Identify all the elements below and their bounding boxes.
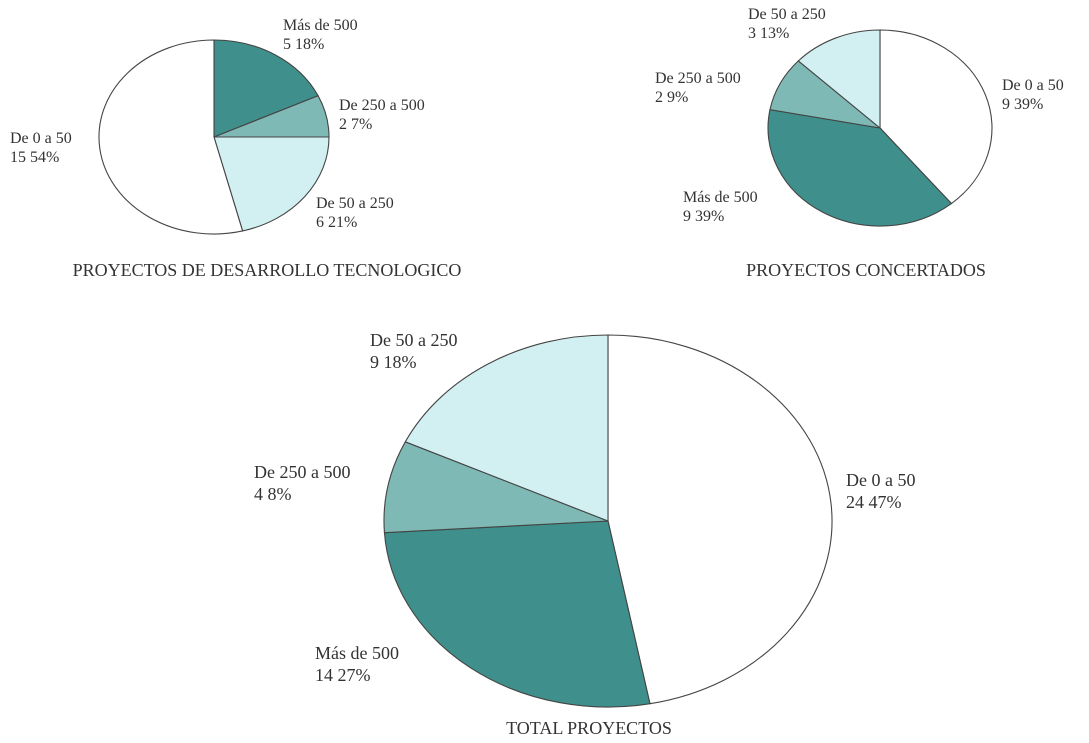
slice-value-label-de-0-a-50: 15 54% xyxy=(10,149,59,166)
slice-value-label-de-0-a-50: 24 47% xyxy=(846,492,902,512)
slice-label-de-50-a-250: De 50 a 250 xyxy=(370,330,457,350)
pie-slice-de-50-a-250 xyxy=(404,334,609,522)
slice-value-label-de-250-a-500: 4 8% xyxy=(254,484,292,504)
slice-value-label-mas-de-500: 9 39% xyxy=(683,208,724,225)
slice-value-label-de-50-a-250: 3 13% xyxy=(748,25,789,42)
pie-slice-mas-de-500 xyxy=(213,39,319,138)
slice-label-de-50-a-250: De 50 a 250 xyxy=(316,195,394,212)
pie-slice-de-0-a-50 xyxy=(607,334,833,705)
slice-label-de-50-a-250: De 50 a 250 xyxy=(748,6,826,23)
slice-value-label-mas-de-500: 14 27% xyxy=(315,665,371,685)
slice-label-mas-de-500: Más de 500 xyxy=(315,643,399,663)
slice-value-label-de-250-a-500: 2 9% xyxy=(655,89,688,106)
slice-label-de-250-a-500: De 250 a 500 xyxy=(254,462,350,482)
slice-label-de-0-a-50: De 0 a 50 xyxy=(1002,77,1064,94)
pie-chart-desarrollo-tecnologico: Más de 500 5 18% De 250 a 500 2 7% De 50 a 2… xyxy=(10,17,461,280)
slice-value-label-mas-de-500: 5 18% xyxy=(283,36,324,53)
slice-label-de-0-a-50: De 0 a 50 xyxy=(10,130,72,147)
pie-slice-de-50-a-250 xyxy=(213,136,330,232)
slice-value-label-de-0-a-50: 9 39% xyxy=(1002,96,1043,113)
pie-slice-de-0-a-50 xyxy=(98,39,244,235)
slice-label-de-0-a-50: De 0 a 50 xyxy=(846,470,915,490)
pie-chart-concertados: De 0 a 50 9 39% Más de 500 9 39% De 250 a 50… xyxy=(655,6,1064,280)
slice-value-label-de-50-a-250: 6 21% xyxy=(316,214,357,231)
chart-title: TOTAL PROYECTOS xyxy=(506,718,672,738)
pie-slice-de-250-a-500 xyxy=(383,441,609,534)
pie-slice-mas-de-500 xyxy=(383,520,651,708)
slice-label-de-250-a-500: De 250 a 500 xyxy=(655,70,741,87)
slice-value-label-de-50-a-250: 9 18% xyxy=(370,352,417,372)
chart-title: PROYECTOS CONCERTADOS xyxy=(746,260,986,280)
slice-value-label-de-250-a-500: 2 7% xyxy=(339,116,372,133)
pie-slice-de-0-a-50 xyxy=(879,29,993,205)
slice-label-de-250-a-500: De 250 a 500 xyxy=(339,97,425,114)
chart-title: PROYECTOS DE DESARROLLO TECNOLOGICO xyxy=(73,260,462,280)
pie-slice-mas-de-500 xyxy=(767,109,953,227)
slice-label-mas-de-500: Más de 500 xyxy=(283,17,358,34)
slice-label-mas-de-500: Más de 500 xyxy=(683,189,758,206)
pie-slice-de-50-a-250 xyxy=(797,29,881,130)
